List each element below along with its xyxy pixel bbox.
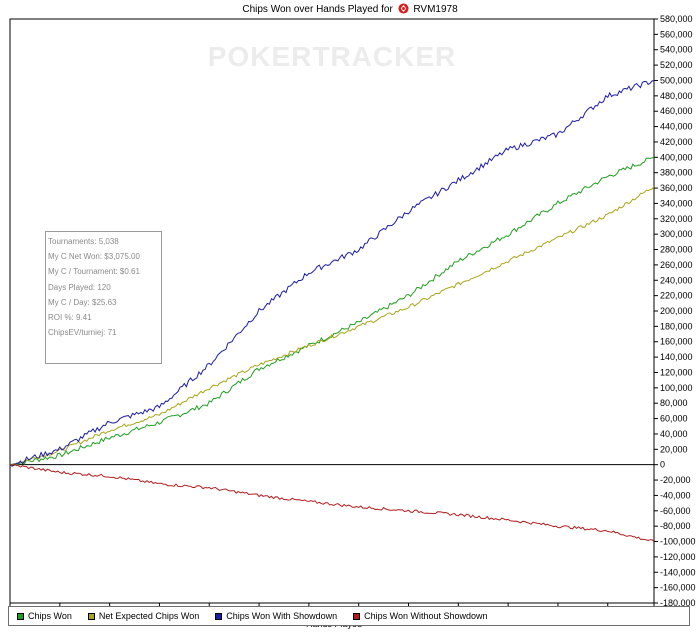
series-line [9,156,655,466]
legend-swatch [17,612,24,620]
y-tick-label: 200,000 [660,306,693,316]
y-tick-label: 540,000 [660,45,693,55]
y-tick-label: 360,000 [660,183,693,193]
y-axis: 580,000 560,000 540,000 520,000 500,000 480,0… [654,14,696,608]
legend-item-chips-won[interactable]: Chips Won [17,611,72,621]
y-tick-label: -180,000 [660,598,696,608]
y-tick-label: 260,000 [660,260,693,270]
stat-chipsev: ChipsEV/turniej: 71 [48,328,117,338]
player-chip-icon [398,3,409,14]
series-line [9,186,655,467]
y-tick-label: 320,000 [660,214,693,224]
y-tick-label: 0 [660,460,665,470]
legend-item-net-expected[interactable]: Net Expected Chips Won [87,611,200,621]
y-tick-label: 480,000 [660,91,693,101]
y-tick-label: -20,000 [660,475,691,485]
y-tick-label: -120,000 [660,552,696,562]
y-tick-label: -140,000 [660,567,696,577]
series-lines [9,80,655,542]
series-line [9,80,655,467]
legend-label: Chips Won [28,611,72,621]
legend-item-without-showdown[interactable]: Chips Won Without Showdown [353,611,488,621]
legend-label: Net Expected Chips Won [98,611,200,621]
y-tick-label: -100,000 [660,537,696,547]
stats-box: Tournaments: 5,038 My C Net Won: $3,075.… [45,231,162,364]
y-tick-label: 560,000 [660,29,693,39]
y-tick-label: 220,000 [660,291,693,301]
legend-item-with-showdown[interactable]: Chips Won With Showdown [215,611,337,621]
stat-days-played: Days Played: 120 [48,282,111,292]
y-tick-label: 460,000 [660,106,693,116]
y-tick-label: 140,000 [660,352,693,362]
legend: Chips Won Net Expected Chips Won Chips W… [8,606,690,626]
chart-title-player: RVM1978 [413,4,458,15]
legend-swatch [87,612,95,620]
y-tick-label: 40,000 [660,429,688,439]
y-tick-label: 20,000 [660,444,688,454]
y-tick-label: 400,000 [660,152,693,162]
y-tick-label: 180,000 [660,321,693,331]
y-tick-label: 380,000 [660,168,693,178]
legend-swatch [215,612,223,620]
stat-per-tournament: My C / Tournament: $0.61 [48,267,140,277]
y-tick-label: -40,000 [660,490,691,500]
y-tick-label: 120,000 [660,367,693,377]
series-line [9,463,655,542]
watermark: POKERTRACKER [208,41,456,72]
y-tick-label: -60,000 [660,506,691,516]
y-tick-label: 80,000 [660,398,688,408]
stat-per-day: My C / Day: $25.63 [48,297,117,307]
legend-label: Chips Won Without Showdown [364,611,488,621]
y-tick-label: 440,000 [660,122,693,132]
y-tick-label: 500,000 [660,75,693,85]
y-tick-label: 280,000 [660,245,693,255]
y-tick-label: 520,000 [660,60,693,70]
y-tick-label: 100,000 [660,383,693,393]
chart-title-text: Chips Won over Hands Played for [242,4,393,15]
y-tick-label: 340,000 [660,198,693,208]
y-tick-label: 160,000 [660,337,693,347]
legend-swatch [353,612,361,620]
chart-title: Chips Won over Hands Played for RVM1978 [0,3,700,16]
stat-roi: ROI %: 9.41 [48,313,92,323]
stat-net-won: My C Net Won: $3,075.00 [48,252,140,262]
y-tick-label: 60,000 [660,414,688,424]
y-tick-label: 300,000 [660,229,693,239]
legend-label: Chips Won With Showdown [226,611,338,621]
stat-tournaments: Tournaments: 5,038 [48,237,119,246]
y-tick-label: 580,000 [660,14,693,24]
y-tick-label: -80,000 [660,521,691,531]
y-tick-label: 240,000 [660,275,693,285]
y-tick-label: -160,000 [660,583,696,593]
watermark-text: POKERTRACKER [208,41,456,72]
y-tick-label: 420,000 [660,137,693,147]
